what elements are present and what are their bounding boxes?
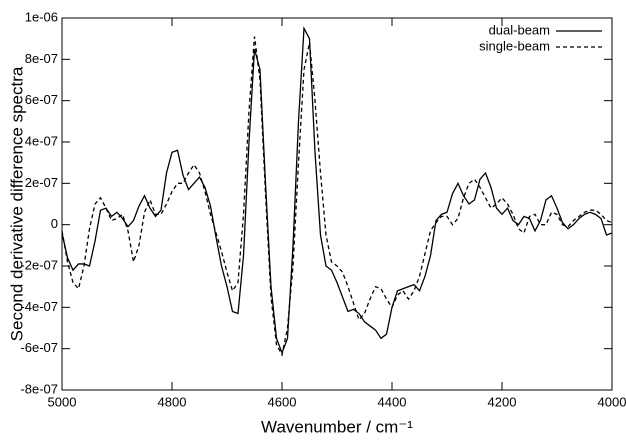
y-tick-label: 1e-06 — [25, 9, 58, 24]
y-tick-label: -8e-07 — [20, 381, 58, 396]
x-tick-label: 4400 — [378, 394, 407, 409]
y-tick-label: 0 — [51, 216, 58, 231]
legend-label: dual-beam — [489, 22, 550, 37]
y-tick-label: 2e-07 — [25, 175, 58, 190]
y-tick-label: -4e-07 — [20, 299, 58, 314]
y-tick-label: 6e-07 — [25, 92, 58, 107]
y-tick-label: -6e-07 — [20, 340, 58, 355]
y-tick-label: 4e-07 — [25, 133, 58, 148]
data-line — [61, 36, 613, 357]
x-tick-label: 4000 — [598, 394, 626, 409]
y-axis-label: Second derivative difference spectra — [7, 66, 26, 341]
x-tick-label: 4800 — [158, 394, 187, 409]
y-tick-label: -2e-07 — [20, 257, 58, 272]
x-tick-label: 4600 — [268, 394, 297, 409]
plot-frame — [61, 17, 613, 391]
data-line — [61, 25, 613, 355]
y-tick-label: 8e-07 — [25, 51, 58, 66]
x-axis-label: Wavenumber / cm⁻¹ — [261, 417, 413, 436]
legend-label: single-beam — [479, 38, 550, 53]
x-tick-label: 5000 — [48, 394, 77, 409]
x-tick-label: 4200 — [488, 394, 517, 409]
